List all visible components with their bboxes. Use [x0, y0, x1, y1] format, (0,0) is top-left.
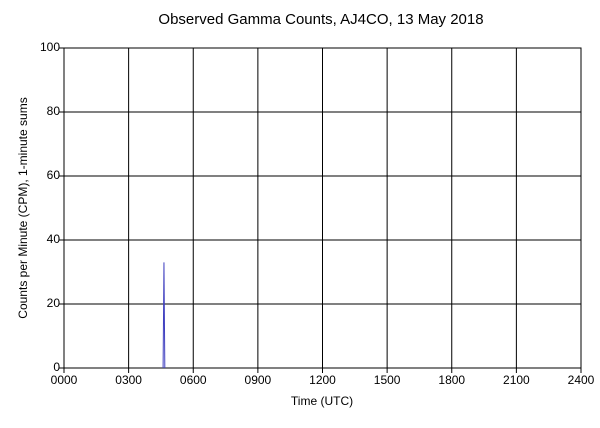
series-line [162, 262, 166, 369]
y-tick-label: 80 [47, 104, 61, 118]
y-tick-label: 60 [47, 168, 61, 182]
x-tick-label: 0900 [245, 373, 272, 387]
y-tick-label: 20 [47, 296, 61, 310]
y-tick-label: 40 [47, 232, 61, 246]
x-tick-label: 0300 [115, 373, 142, 387]
y-tick-label: 100 [40, 40, 60, 54]
x-tick-label: 0600 [180, 373, 207, 387]
x-tick-label: 0000 [51, 373, 78, 387]
y-axis-label: Counts per Minute (CPM), 1-minute sums [16, 97, 30, 318]
x-axis-label: Time (UTC) [291, 394, 353, 408]
x-tick-label: 2100 [503, 373, 530, 387]
chart-title: Observed Gamma Counts, AJ4CO, 13 May 201… [158, 11, 483, 28]
y-tick-label: 0 [53, 360, 60, 374]
plot-frame [63, 47, 582, 369]
x-tick-label: 2400 [568, 373, 595, 387]
x-tick-label: 1200 [309, 373, 336, 387]
x-tick-label: 1500 [374, 373, 401, 387]
x-tick-label: 1800 [438, 373, 465, 387]
